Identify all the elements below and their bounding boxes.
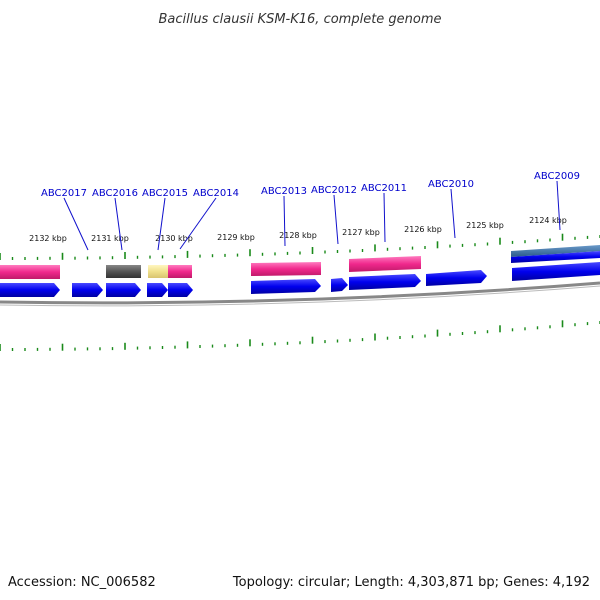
feature-abc2014[interactable] [168, 265, 192, 278]
accession-label: Accession: NC_006582 [8, 575, 156, 590]
feature-abc2015[interactable] [148, 265, 168, 278]
genome-backbone [0, 281, 600, 305]
feature-abc2009-steel[interactable] [511, 245, 600, 257]
tick-label-2128: 2128 kbp [279, 231, 317, 240]
gene-label-abc2017[interactable]: ABC2017 [41, 188, 87, 199]
tick-label-2125: 2125 kbp [466, 221, 504, 230]
gene-arrow-track [0, 262, 600, 297]
map-title: Bacillus clausii KSM-K16, complete genom… [158, 12, 441, 27]
inner-tick-row [0, 320, 600, 351]
leader-line-abc2010 [450, 188, 456, 239]
leader-line-abc2015 [157, 197, 166, 251]
gene-label-abc2009[interactable]: ABC2009 [534, 171, 580, 182]
gene-arrow-abc2012[interactable] [331, 278, 348, 292]
gene-arrow-abc2016[interactable] [106, 283, 141, 297]
tick-label-2131: 2131 kbp [91, 234, 129, 243]
gene-label-abc2015[interactable]: ABC2015 [142, 188, 188, 199]
gene-arrow-abc2013[interactable] [251, 279, 321, 294]
tick-label-row: 2132 kbp 2131 kbp 2130 kbp 2129 kbp 2128… [29, 216, 567, 243]
gene-arrow-abc2015[interactable] [147, 283, 168, 297]
tick-label-2126: 2126 kbp [404, 225, 442, 234]
gene-label-abc2010[interactable]: ABC2010 [428, 179, 474, 190]
gene-arrow-abc2010[interactable] [426, 270, 487, 286]
feature-abc2009-blue[interactable] [511, 251, 600, 263]
gene-label-abc2011[interactable]: ABC2011 [361, 183, 407, 194]
feature-abc2016[interactable] [106, 265, 141, 278]
leader-line-abc2017 [63, 197, 89, 251]
leader-line-abc2012 [333, 194, 339, 245]
leader-line-abc2009 [556, 180, 561, 231]
topology-label: Topology: circular; Length: 4,303,871 bp… [232, 575, 590, 590]
leader-line-abc2016 [114, 197, 123, 251]
feature-abc2017[interactable] [0, 265, 60, 279]
gene-label-abc2013[interactable]: ABC2013 [261, 186, 307, 197]
tick-label-2124: 2124 kbp [529, 216, 567, 225]
gene-label-abc2016[interactable]: ABC2016 [92, 188, 138, 199]
tick-label-2130: 2130 kbp [155, 234, 193, 243]
gene-arrow-abc2016a[interactable] [72, 283, 103, 297]
leader-line-abc2013 [283, 195, 286, 247]
feature-abc2013[interactable] [251, 262, 321, 276]
leader-line-abc2014 [179, 197, 217, 250]
gene-arrow-abc2011[interactable] [349, 274, 421, 290]
gene-label-abc2012[interactable]: ABC2012 [311, 185, 357, 196]
leader-line-abc2011 [383, 192, 386, 243]
outer-tick-row [0, 233, 600, 260]
gene-label-group: ABC2017 ABC2016 ABC2015 ABC2014 ABC2013 … [41, 171, 580, 251]
tick-label-2129: 2129 kbp [217, 233, 255, 242]
tick-label-2132: 2132 kbp [29, 234, 67, 243]
gene-arrow-abc2017[interactable] [0, 283, 60, 297]
tick-label-2127: 2127 kbp [342, 228, 380, 237]
feature-track-upper [0, 245, 600, 279]
gene-arrow-abc2014[interactable] [168, 283, 193, 297]
feature-abc2011[interactable] [349, 256, 421, 272]
gene-label-abc2014[interactable]: ABC2014 [193, 188, 239, 199]
genome-backbone-shadow [0, 285, 600, 307]
gene-arrow-abc2009[interactable] [512, 262, 600, 281]
